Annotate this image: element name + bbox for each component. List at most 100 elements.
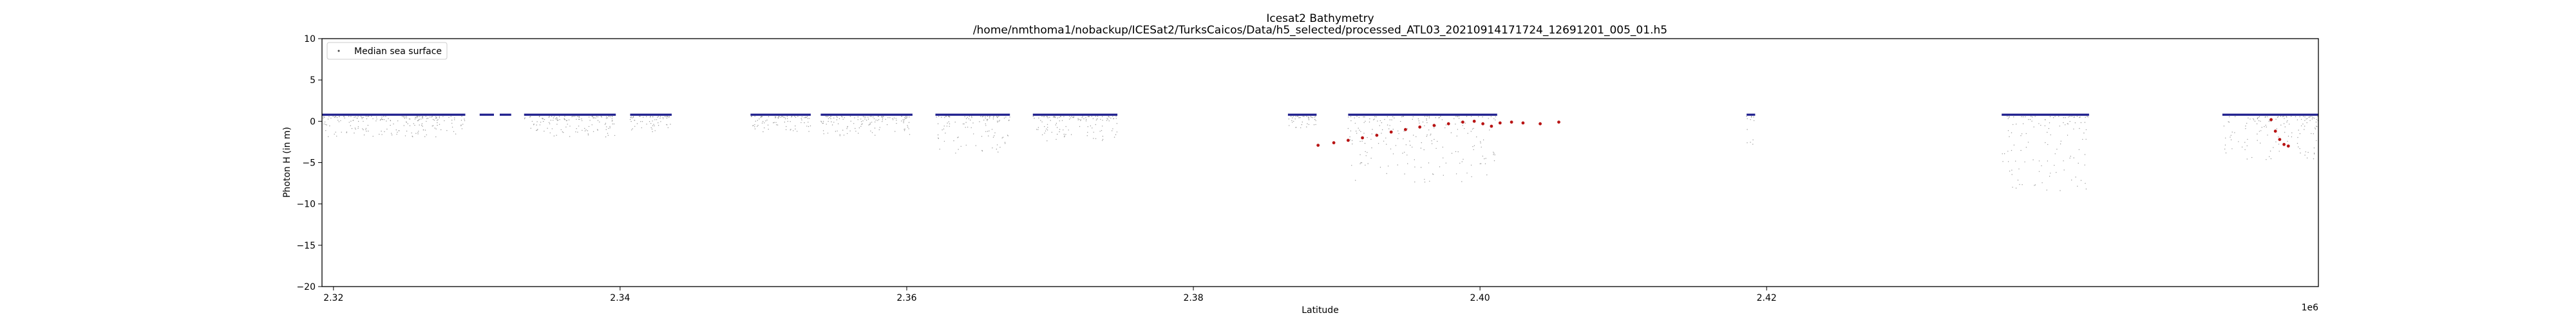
photon-point — [997, 120, 998, 122]
photon-point — [396, 133, 397, 135]
photon-point — [1081, 117, 1083, 118]
photon-point — [2038, 123, 2040, 124]
bathymetry-point — [2269, 118, 2273, 122]
photon-point — [1370, 138, 1372, 140]
photon-point — [1455, 173, 1457, 175]
photon-point — [577, 131, 578, 133]
photon-point — [1424, 178, 1425, 180]
photon-point — [1300, 117, 1301, 118]
photon-point — [554, 118, 556, 120]
y-tick-label: 10 — [304, 34, 316, 44]
photon-point — [1108, 116, 1109, 117]
photon-point — [1112, 116, 1113, 117]
photon-point — [587, 133, 589, 135]
photon-point — [860, 121, 862, 122]
photon-point — [375, 120, 377, 122]
photon-point — [419, 124, 420, 126]
photon-point — [606, 126, 607, 128]
photon-point — [965, 127, 966, 128]
photon-point — [854, 117, 855, 118]
photon-point — [1354, 117, 1355, 118]
photon-point — [576, 116, 578, 117]
photon-point — [350, 125, 351, 126]
bathymetry-point — [1461, 120, 1464, 124]
photon-point — [1373, 119, 1374, 120]
photon-point — [325, 130, 327, 131]
legend-marker — [337, 50, 340, 52]
photon-point — [1470, 164, 1472, 166]
photon-point — [632, 117, 634, 118]
photon-point — [607, 117, 609, 118]
photon-point — [1471, 176, 1472, 178]
legend-entry-median-sea-surface: Median sea surface — [354, 46, 442, 57]
photon-point — [1746, 116, 1747, 117]
photon-point — [1455, 116, 1457, 117]
photon-point — [2245, 128, 2246, 129]
photon-point — [965, 118, 967, 119]
photon-point — [415, 133, 417, 134]
photon-point — [1493, 118, 1495, 120]
photon-point — [1430, 133, 1432, 135]
photon-point — [1374, 116, 1376, 117]
chart-subtitle: /home/nmthoma1/nobackup/ICESat2/TurksCai… — [973, 24, 1667, 37]
y-tick-label: −10 — [296, 200, 316, 210]
photon-point — [1059, 120, 1061, 122]
photon-point — [773, 122, 775, 123]
photon-point — [1041, 115, 1043, 117]
photon-point — [448, 117, 450, 118]
photon-point — [536, 124, 537, 126]
photon-point — [650, 116, 651, 117]
photon-point — [453, 131, 455, 132]
photon-point — [336, 135, 337, 137]
photon-point — [660, 121, 661, 122]
photon-point — [1100, 118, 1101, 120]
photon-point — [1072, 117, 1074, 118]
photon-point — [2047, 144, 2049, 146]
photon-point — [869, 122, 871, 124]
photon-point — [585, 129, 587, 131]
photon-point — [350, 116, 352, 117]
photon-point — [2002, 153, 2003, 155]
photon-point — [559, 119, 560, 120]
photon-point — [362, 128, 363, 129]
photon-point — [2049, 122, 2050, 124]
photon-point — [424, 129, 426, 131]
photon-point — [382, 118, 383, 120]
photon-point — [2038, 160, 2040, 162]
bathymetry-point — [1361, 136, 1365, 140]
photon-point — [565, 126, 567, 128]
photon-point — [1087, 131, 1088, 133]
photon-point — [1443, 175, 1444, 176]
photon-point — [366, 118, 368, 120]
photon-point — [1397, 164, 1398, 166]
photon-point — [431, 115, 433, 117]
photon-point — [575, 131, 576, 133]
photon-point — [551, 128, 553, 129]
photon-point — [367, 116, 368, 117]
photon-point — [1392, 153, 1394, 155]
photon-point — [2303, 116, 2304, 117]
photon-point — [417, 116, 419, 117]
photon-point — [2029, 118, 2031, 120]
bathymetry-point — [2282, 142, 2286, 146]
photon-point — [365, 129, 366, 130]
photon-point — [1095, 115, 1097, 117]
photon-point — [1047, 127, 1048, 128]
bathymetry-point — [1481, 122, 1485, 126]
photon-point — [1073, 117, 1074, 118]
bathymetry-point — [1418, 125, 1422, 129]
photon-point — [2077, 185, 2078, 187]
x-axis-label: Latitude — [1302, 305, 1339, 316]
photon-point — [1457, 116, 1458, 117]
photon-point — [2063, 117, 2064, 118]
photon-point — [1306, 116, 1307, 117]
photon-point — [1438, 117, 1439, 118]
bathymetry-point — [1375, 133, 1379, 137]
photon-point — [558, 116, 560, 117]
photon-point — [641, 121, 643, 122]
photon-point — [1065, 134, 1066, 135]
legend: Median sea surface — [327, 42, 448, 60]
photon-point — [1315, 116, 1316, 117]
photon-point — [943, 140, 945, 142]
photon-point — [2076, 116, 2078, 117]
